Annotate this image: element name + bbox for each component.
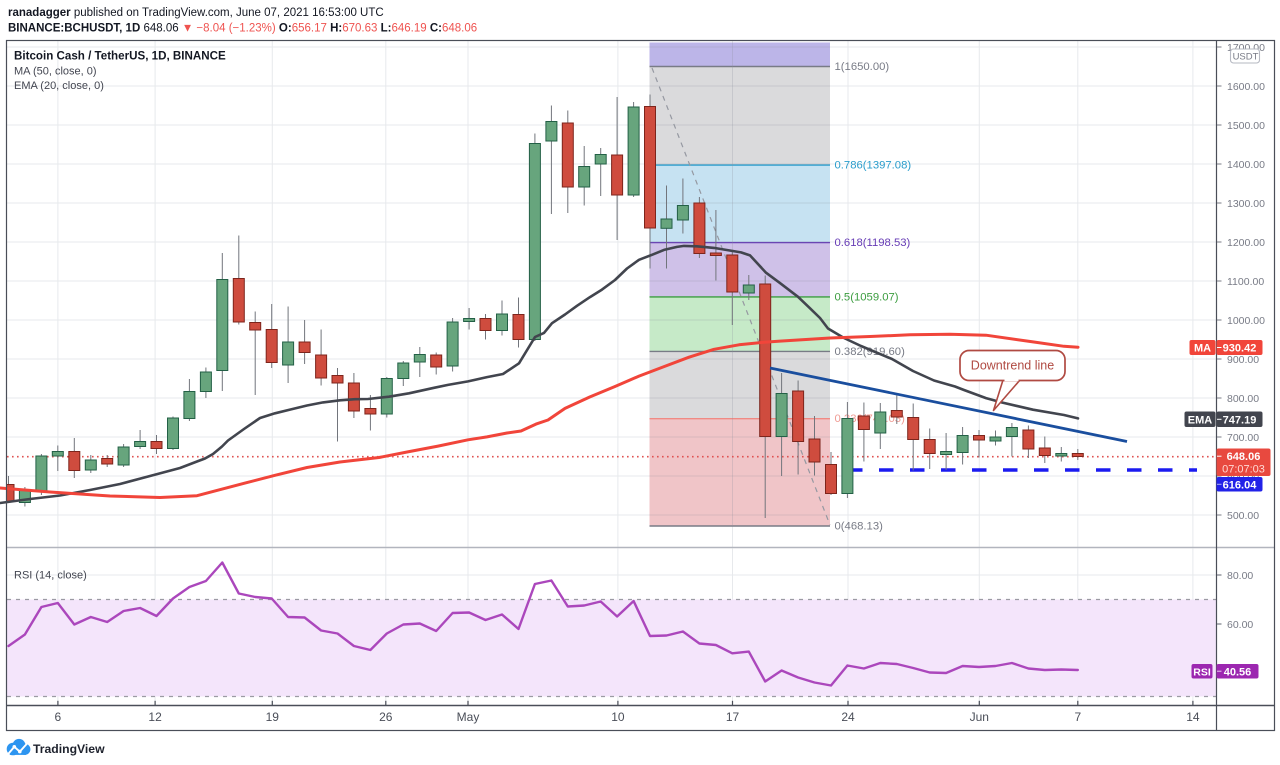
svg-text:1400.00: 1400.00 <box>1227 159 1265 171</box>
svg-text:900.00: 900.00 <box>1227 354 1259 366</box>
svg-text:80.00: 80.00 <box>1227 570 1253 582</box>
svg-text:1200.00: 1200.00 <box>1227 237 1265 249</box>
svg-text:BINANCE:BCHUSDT, 1D 648.06 ▼: BINANCE:BCHUSDT, 1D 648.06 ▼ −8.04 (−1.2… <box>8 23 477 35</box>
svg-text:500.00: 500.00 <box>1227 510 1259 522</box>
svg-text:0.5(1059.07): 0.5(1059.07) <box>835 291 899 303</box>
svg-text:0.618(1198.53): 0.618(1198.53) <box>835 237 911 249</box>
svg-text:700.00: 700.00 <box>1227 432 1259 444</box>
svg-text:RSI: RSI <box>1193 666 1211 678</box>
svg-text:EMA: EMA <box>1188 414 1213 426</box>
svg-text:60.00: 60.00 <box>1227 619 1253 631</box>
svg-text:800.00: 800.00 <box>1227 393 1259 405</box>
svg-text:EMA (20, close, 0): EMA (20, close, 0) <box>14 80 104 92</box>
svg-text:24: 24 <box>841 710 855 724</box>
svg-text:26: 26 <box>379 710 393 724</box>
svg-text:0.786(1397.08): 0.786(1397.08) <box>835 160 912 172</box>
svg-text:0.382(919.60): 0.382(919.60) <box>835 346 906 358</box>
svg-text:1500.00: 1500.00 <box>1227 120 1265 132</box>
svg-text:1600.00: 1600.00 <box>1227 81 1265 93</box>
svg-text:7: 7 <box>1074 710 1081 724</box>
svg-text:19: 19 <box>266 710 280 724</box>
svg-text:USDT: USDT <box>1233 52 1259 63</box>
svg-text:ranadagger published on Tradin: ranadagger published on TradingView.com,… <box>8 7 384 19</box>
svg-text:1100.00: 1100.00 <box>1227 276 1264 288</box>
svg-text:07:07:03: 07:07:03 <box>1222 464 1265 476</box>
svg-text:1000.00: 1000.00 <box>1227 315 1265 327</box>
svg-text:MA: MA <box>1194 343 1211 355</box>
svg-text:RSI (14, close): RSI (14, close) <box>14 570 87 582</box>
svg-text:TradingView: TradingView <box>33 742 105 756</box>
svg-text:17: 17 <box>726 710 740 724</box>
svg-text:1300.00: 1300.00 <box>1227 198 1265 210</box>
svg-text:1(1650.00): 1(1650.00) <box>835 61 890 73</box>
svg-text:6: 6 <box>55 710 62 724</box>
svg-text:616.04: 616.04 <box>1223 479 1258 491</box>
svg-text:930.42: 930.42 <box>1223 343 1257 355</box>
svg-text:747.19: 747.19 <box>1223 414 1257 426</box>
svg-text:40.56: 40.56 <box>1224 666 1252 678</box>
svg-text:Jun: Jun <box>970 710 989 724</box>
svg-text:12: 12 <box>148 710 162 724</box>
svg-text:648.06: 648.06 <box>1227 451 1261 463</box>
svg-text:May: May <box>457 710 480 724</box>
svg-text:0(468.13): 0(468.13) <box>835 521 884 533</box>
svg-text:MA (50, close, 0): MA (50, close, 0) <box>14 66 97 78</box>
svg-text:Bitcoin Cash / TetherUS, 1D, B: Bitcoin Cash / TetherUS, 1D, BINANCE <box>14 50 226 63</box>
svg-text:10: 10 <box>611 710 625 724</box>
svg-text:Downtrend line: Downtrend line <box>971 359 1054 373</box>
svg-text:14: 14 <box>1186 710 1200 724</box>
